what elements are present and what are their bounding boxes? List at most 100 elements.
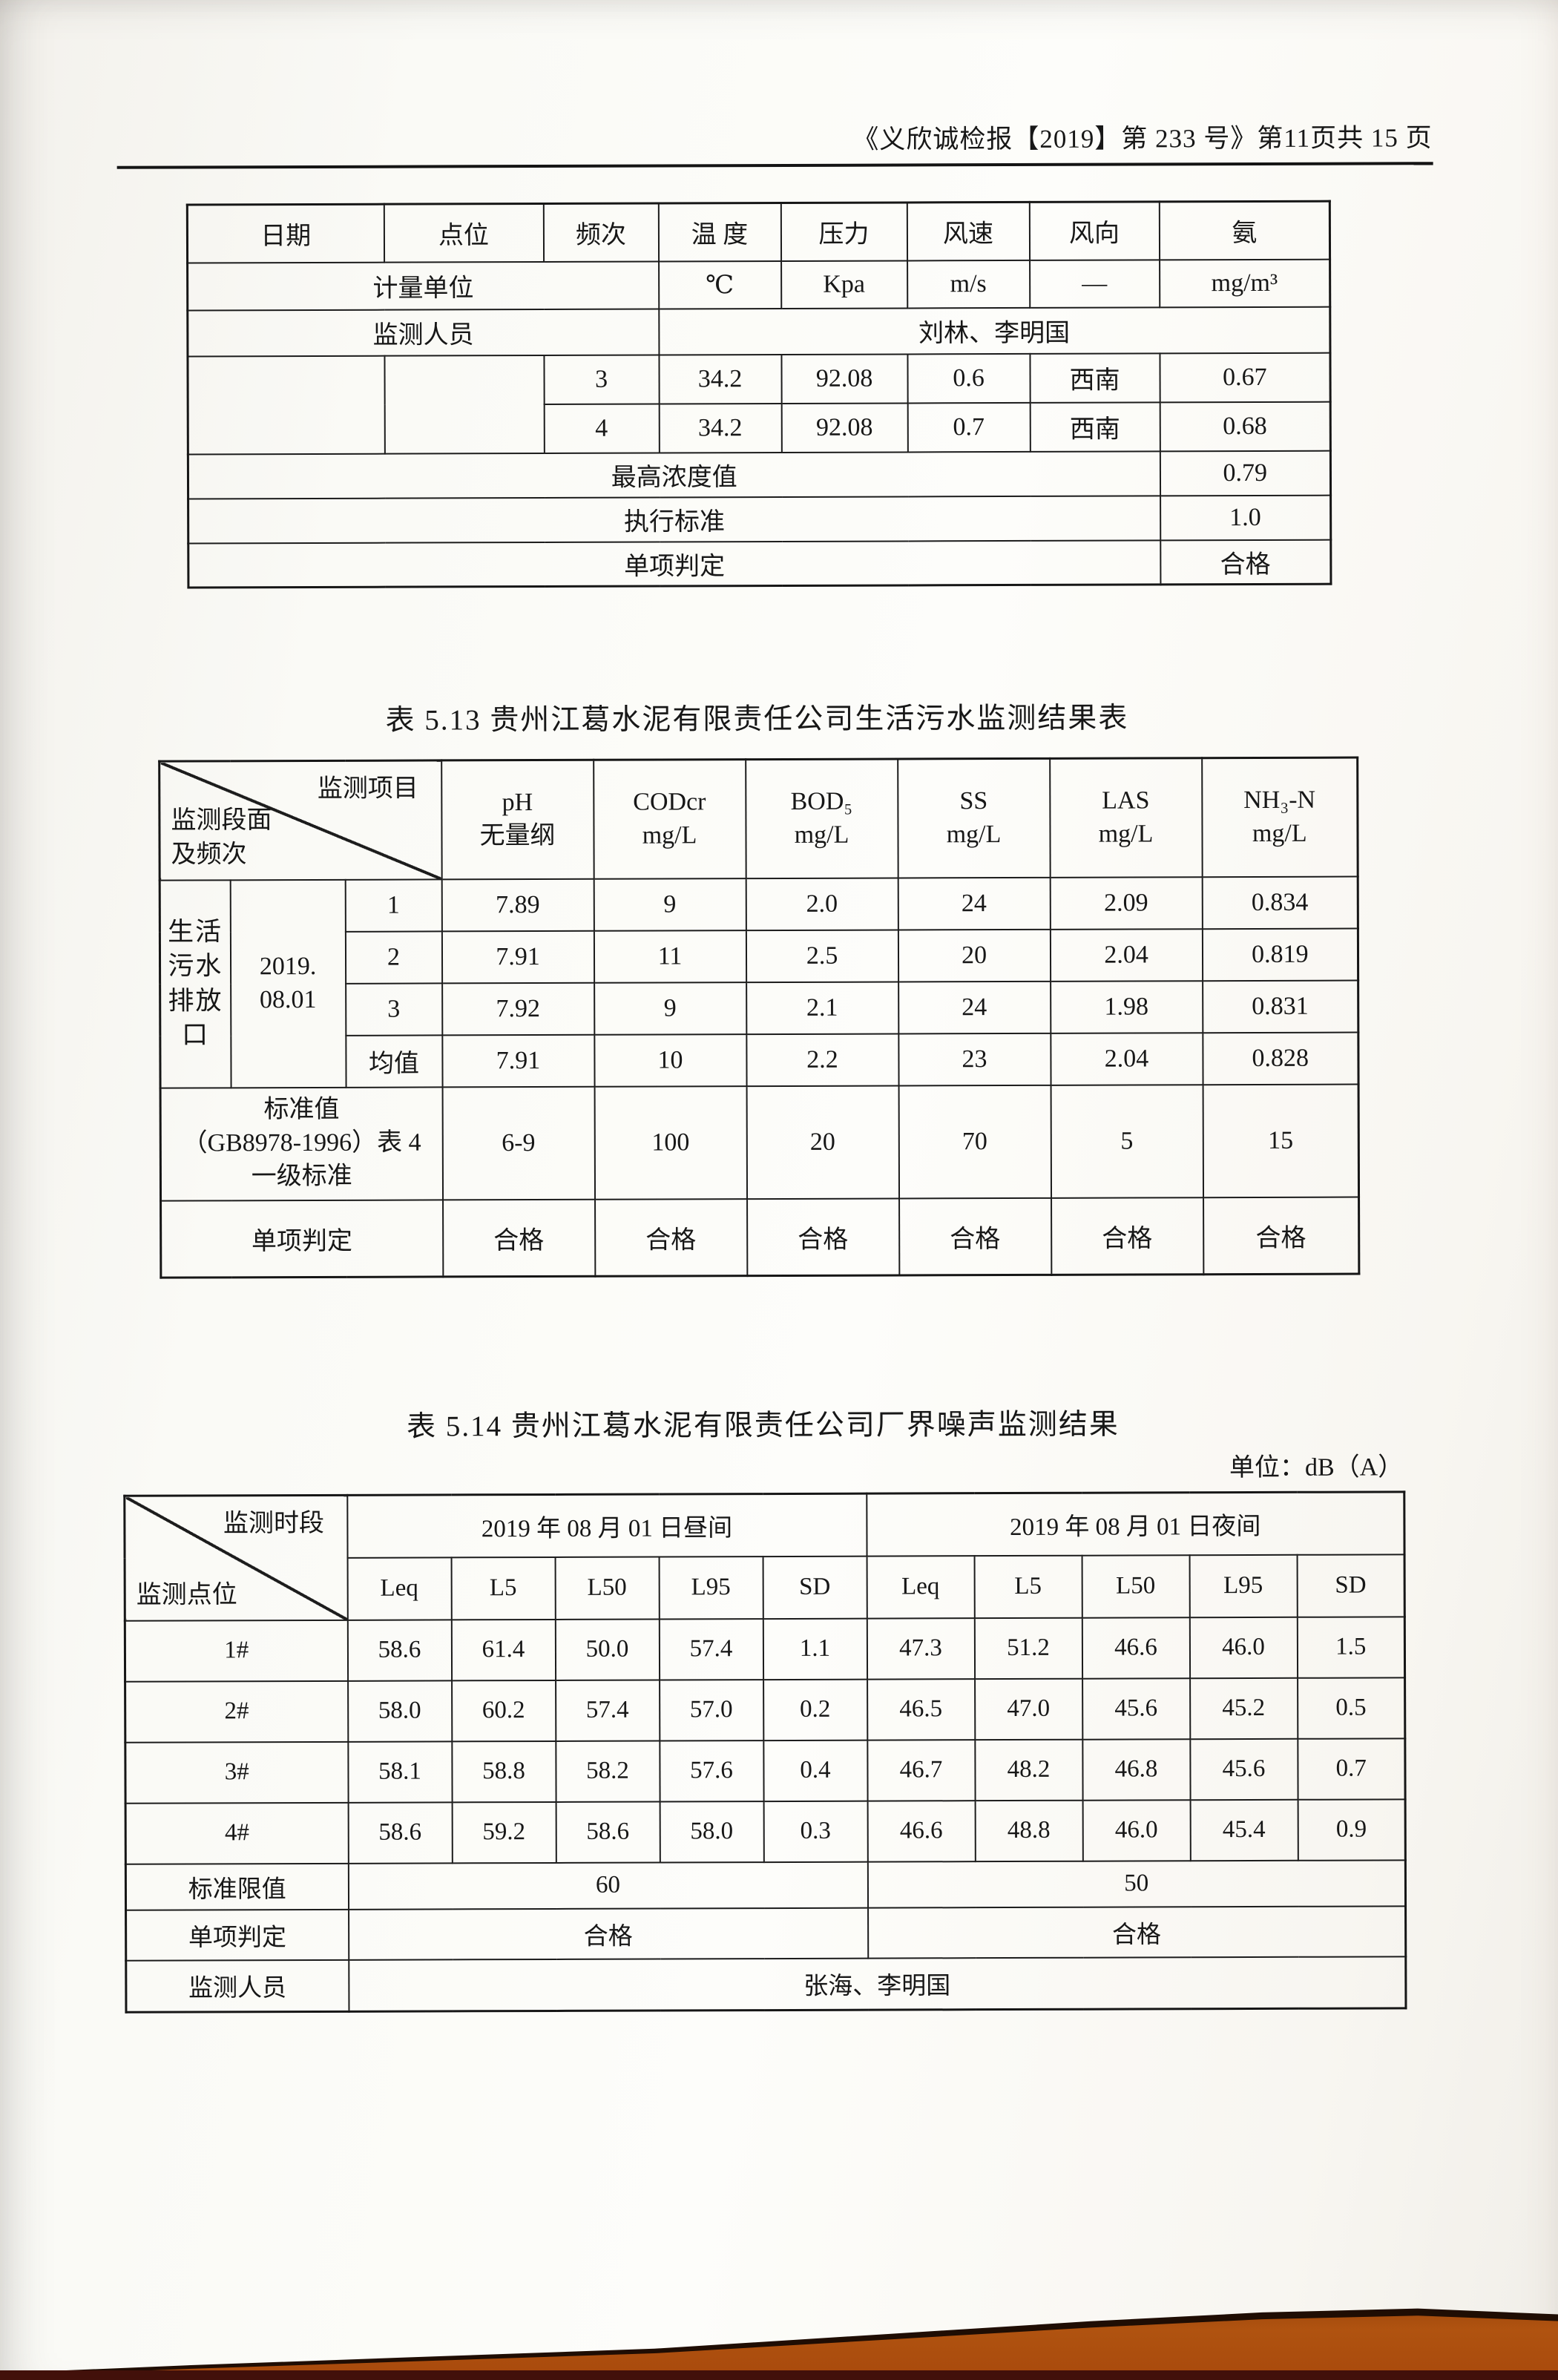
point-cell: 4#: [125, 1802, 349, 1864]
summary-label-cell: 单项判定: [188, 539, 1160, 588]
cell: 58.2: [555, 1740, 660, 1802]
limit-day-cell: 60: [348, 1861, 868, 1910]
cell: 23: [898, 1033, 1051, 1085]
cell: 58.8: [451, 1740, 556, 1802]
table-5-13-title: 表 5.13 贵州江葛水泥有限责任公司生活污水监测结果表: [385, 702, 1129, 737]
cell: 2.0: [746, 877, 898, 930]
cell: 0.5: [1297, 1677, 1405, 1739]
standard-row: 标准值 （GB8978-1996）表 4 一级标准 6-9 100 20 70 …: [160, 1084, 1359, 1201]
cell: 24: [898, 981, 1051, 1033]
cell: 58.0: [347, 1680, 452, 1742]
header-cell: SS mg/L: [897, 758, 1051, 878]
header-cell: L95: [1189, 1554, 1298, 1617]
header-cell: 点位: [384, 203, 544, 263]
empty-date-cell: [187, 355, 385, 454]
empty-point-cell: [384, 355, 545, 454]
cell: 0.67: [1159, 352, 1331, 402]
cell: 46.0: [1082, 1799, 1191, 1861]
cell: 92.08: [780, 353, 908, 404]
diagonal-corner-cell: 监测项目 监测段面 及频次: [159, 760, 442, 881]
summary-value-cell: 合格: [1160, 539, 1331, 585]
judge-row: 单项判定 合格 合格 合格 合格 合格 合格: [160, 1197, 1359, 1278]
cell: 0.4: [763, 1740, 868, 1801]
cell: 0.831: [1202, 980, 1358, 1033]
summary-value-cell: 1.0: [1160, 495, 1331, 540]
corner-top-label: 监测时段: [223, 1509, 324, 1538]
summary-row: 最高浓度值 0.79: [188, 450, 1331, 499]
corner-bottom-label: 监测段面 及频次: [171, 806, 272, 869]
header-cell: L5: [974, 1555, 1082, 1618]
cell: 7.91: [441, 930, 594, 983]
cell: 46.7: [867, 1739, 976, 1801]
cell: 60.2: [451, 1680, 556, 1741]
cell: 34.2: [658, 354, 782, 404]
cell: 100: [594, 1085, 747, 1200]
personnel-row: 监测人员 张海、李明国: [125, 1956, 1407, 2013]
cell: —: [1029, 259, 1160, 308]
limit-night-cell: 50: [867, 1859, 1406, 1908]
freq-cell: 2: [345, 930, 442, 984]
table-header-row: 监测时段 监测点位 2019 年 08 月 01 日昼间 2019 年 08 月…: [124, 1491, 1405, 1621]
personnel-label-cell: 监测人员: [125, 1959, 349, 2013]
judge-day-cell: 合格: [348, 1907, 868, 1960]
point-cell: 1#: [125, 1620, 348, 1682]
header-cell: Leq: [347, 1556, 452, 1620]
header-cell: CODcr mg/L: [593, 759, 746, 879]
cell: 46.8: [1082, 1738, 1191, 1801]
personnel-row: 监测人员 刘林、李明国: [187, 306, 1330, 356]
cell: 11: [594, 930, 746, 983]
cell: 合格: [442, 1199, 595, 1277]
header-cell: SD: [763, 1556, 867, 1619]
cell: Kpa: [780, 260, 907, 309]
header-cell: 压力: [780, 202, 907, 261]
cell: 西南: [1029, 352, 1160, 403]
cell: 47.3: [867, 1617, 975, 1680]
header-cell: 风向: [1029, 201, 1160, 260]
header-cell: 日期: [187, 204, 384, 263]
header-cell: 风速: [907, 202, 1030, 260]
cell: 2.04: [1050, 928, 1203, 982]
cell: 0.7: [1297, 1738, 1406, 1800]
cell: 5: [1051, 1084, 1203, 1198]
cell: 0.68: [1160, 401, 1331, 451]
cell: 4: [544, 404, 660, 453]
cell: 7.92: [441, 982, 594, 1035]
cell: 57.4: [659, 1618, 763, 1680]
cell: 45.4: [1190, 1799, 1298, 1861]
cell: 0.9: [1298, 1798, 1406, 1861]
data-row: 2# 58.0 60.2 57.4 57.0 0.2 46.5 47.0 45.…: [125, 1677, 1405, 1743]
cell: 58.0: [660, 1801, 764, 1863]
cell: 1.1: [763, 1618, 867, 1680]
cell: 24: [898, 877, 1051, 930]
cell: 59.2: [452, 1801, 556, 1863]
limit-label-cell: 标准限值: [125, 1863, 349, 1910]
cell: 9: [594, 982, 746, 1035]
personnel-cell: 张海、李明国: [348, 1956, 1407, 2012]
cell: 46.5: [867, 1678, 975, 1740]
summary-row: 执行标准 1.0: [188, 495, 1331, 543]
header-cell: NH₃-N mg/L: [1201, 757, 1358, 877]
scan-bottom-edge: [0, 2370, 1558, 2380]
cell: 0.819: [1202, 928, 1358, 981]
data-row: 生活 污水 排放 口 2019. 08.01 1 7.89 9 2.0 24 2…: [160, 876, 1358, 1088]
data-row: 3# 58.1 58.8 58.2 57.6 0.4 46.7 48.2 46.…: [125, 1738, 1406, 1804]
summary-label-cell: 执行标准: [188, 495, 1160, 543]
header-cell: pH 无量纲: [441, 760, 594, 879]
cell: 57.4: [555, 1680, 660, 1741]
wastewater-table: 监测项目 监测段面 及频次 pH 无量纲 CODcr mg/L BOD₅ mg/…: [158, 756, 1361, 1279]
header-cell: 频次: [543, 203, 659, 262]
personnel-label-cell: 监测人员: [187, 309, 659, 356]
cell: 57.6: [659, 1740, 764, 1802]
header-cell: L50: [555, 1556, 660, 1620]
date-cell: 2019. 08.01: [230, 879, 346, 1088]
site-cell: 生活 污水 排放 口: [160, 879, 231, 1088]
header-cell: SD: [1297, 1554, 1405, 1617]
cell: 46.6: [867, 1800, 976, 1862]
cell: 0.7: [907, 402, 1031, 452]
data-row: 1# 58.6 61.4 50.0 57.4 1.1 47.3 51.2 46.…: [125, 1616, 1405, 1682]
cell: 3: [543, 355, 660, 404]
cell: 15: [1203, 1084, 1359, 1197]
header-cell: Leq: [867, 1555, 975, 1619]
freq-cell: 3: [345, 982, 442, 1036]
